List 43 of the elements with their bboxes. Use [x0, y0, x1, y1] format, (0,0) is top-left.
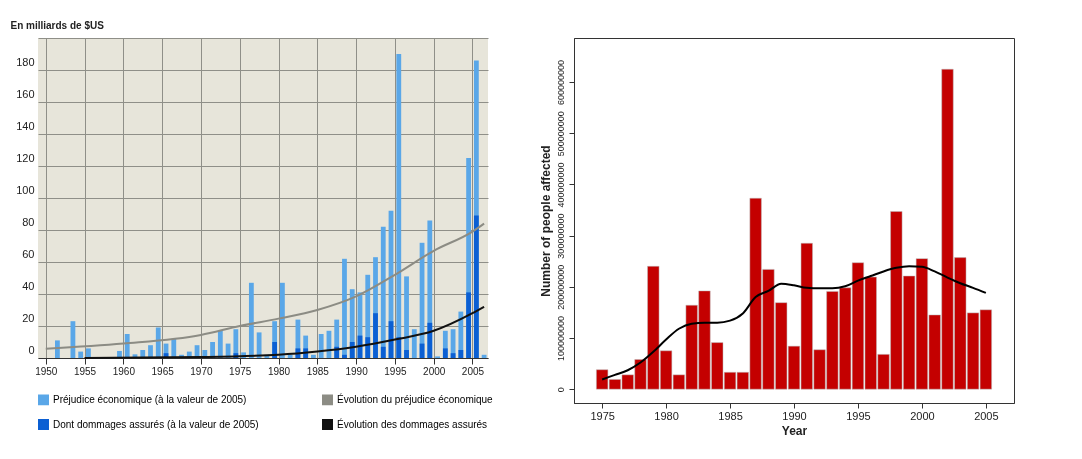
y-axis-title: En milliards de $US [10, 19, 105, 31]
x-tick-label: 1950 [35, 365, 58, 377]
y-tick-label: 180 [16, 55, 35, 68]
y-tick-label: 20 [22, 311, 35, 324]
x-axis-title: Year [781, 423, 808, 438]
x-tick-label: 1985 [718, 409, 743, 422]
y-tick-label: 100000000 [555, 315, 566, 362]
y-tick-label: 600000000 [555, 59, 566, 106]
x-tick-label: 2005 [461, 365, 485, 377]
y-tick-label: 400000000 [555, 162, 566, 208]
y-tick-label: 200000000 [555, 264, 566, 310]
x-tick-label: 1970 [190, 365, 213, 377]
x-tick-label: 1995 [846, 409, 871, 422]
y-tick-label: 300000000 [555, 213, 566, 259]
x-tick-label: 1980 [267, 365, 291, 377]
x-tick-label: 1965 [151, 365, 175, 377]
legend-label: Évolution des dommages assurés [337, 417, 488, 430]
legend-label: Dont dommages assurés (à la valeur de 2005) [53, 418, 259, 430]
y-tick-label: 160 [16, 87, 35, 100]
x-tick-label: 1985 [306, 365, 330, 377]
legend-label: Préjudice économique (à la valeur de 2005) [53, 393, 247, 405]
y-tick-label: 100 [16, 183, 35, 196]
y-tick-label: 40 [22, 279, 35, 292]
x-tick-label: 1990 [345, 365, 369, 377]
x-tick-label: 1955 [73, 365, 97, 377]
y-tick-label: 500000000 [555, 111, 566, 157]
y-tick-label: 140 [16, 119, 35, 132]
x-tick-label: 1995 [384, 365, 407, 377]
x-tick-label: 1975 [590, 409, 615, 422]
x-tick-label: 2000 [423, 365, 446, 377]
y-tick-label: 80 [22, 215, 35, 228]
y-tick-label: 0 [28, 343, 35, 356]
x-tick-label: 2005 [974, 409, 999, 422]
legend-label: Évolution du préjudice économique [337, 392, 494, 405]
x-tick-label: 1960 [112, 365, 136, 377]
y-tick-label: 0 [555, 387, 566, 393]
x-tick-label: 1975 [229, 365, 252, 377]
x-tick-label: 1990 [782, 409, 807, 422]
y-tick-label: 120 [16, 151, 35, 164]
x-tick-label: 1980 [654, 409, 679, 422]
x-tick-label: 2000 [910, 409, 935, 422]
y-axis-title: Number of people affected [538, 145, 553, 297]
y-tick-label: 60 [22, 247, 35, 260]
